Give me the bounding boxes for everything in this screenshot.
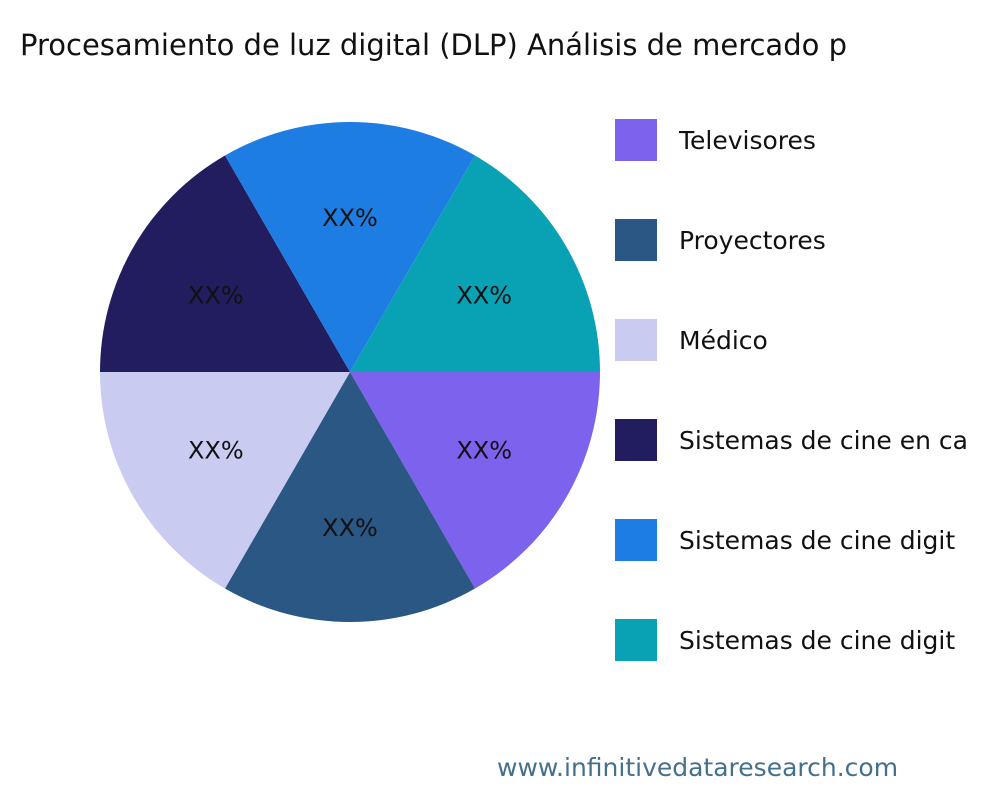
slice-value-label: XX% <box>322 514 378 542</box>
legend-swatch <box>615 619 657 661</box>
legend-swatch <box>615 519 657 561</box>
legend-item: Médico <box>615 290 968 390</box>
slice-value-label: XX% <box>456 282 512 310</box>
pie-slice-6 <box>350 155 600 372</box>
pie-slice-3 <box>100 372 350 589</box>
legend-item: Sistemas de cine digit <box>615 490 968 590</box>
legend-label: Sistemas de cine en ca <box>679 425 968 455</box>
pie-slice-1 <box>350 372 600 589</box>
legend-item: Proyectores <box>615 190 968 290</box>
slice-value-label: XX% <box>188 282 244 310</box>
chart-title: Procesamiento de luz digital (DLP) Análi… <box>20 28 847 62</box>
legend-swatch <box>615 319 657 361</box>
legend-swatch <box>615 219 657 261</box>
source-link[interactable]: www.infinitivedataresearch.com <box>497 753 899 782</box>
legend-label: Sistemas de cine digit <box>679 525 956 555</box>
slice-value-label: XX% <box>322 204 378 232</box>
pie-chart: XX% XX% XX% XX% XX% XX% <box>100 121 600 623</box>
slice-value-label: XX% <box>456 437 512 465</box>
legend-swatch <box>615 419 657 461</box>
legend-label: Sistemas de cine digit <box>679 625 956 655</box>
legend-label: Proyectores <box>679 225 826 255</box>
legend-label: Médico <box>679 325 768 355</box>
legend-label: Televisores <box>679 125 816 155</box>
slice-value-label: XX% <box>188 437 244 465</box>
legend-swatch <box>615 119 657 161</box>
pie-slice-5 <box>225 121 475 372</box>
legend-item: Televisores <box>615 90 968 190</box>
legend-item: Sistemas de cine digit <box>615 590 968 690</box>
pie-slice-4 <box>100 155 350 372</box>
legend: Televisores Proyectores Médico Sistemas de … <box>615 90 968 690</box>
pie-slice-2 <box>225 372 475 623</box>
legend-item: Sistemas de cine en ca <box>615 390 968 490</box>
